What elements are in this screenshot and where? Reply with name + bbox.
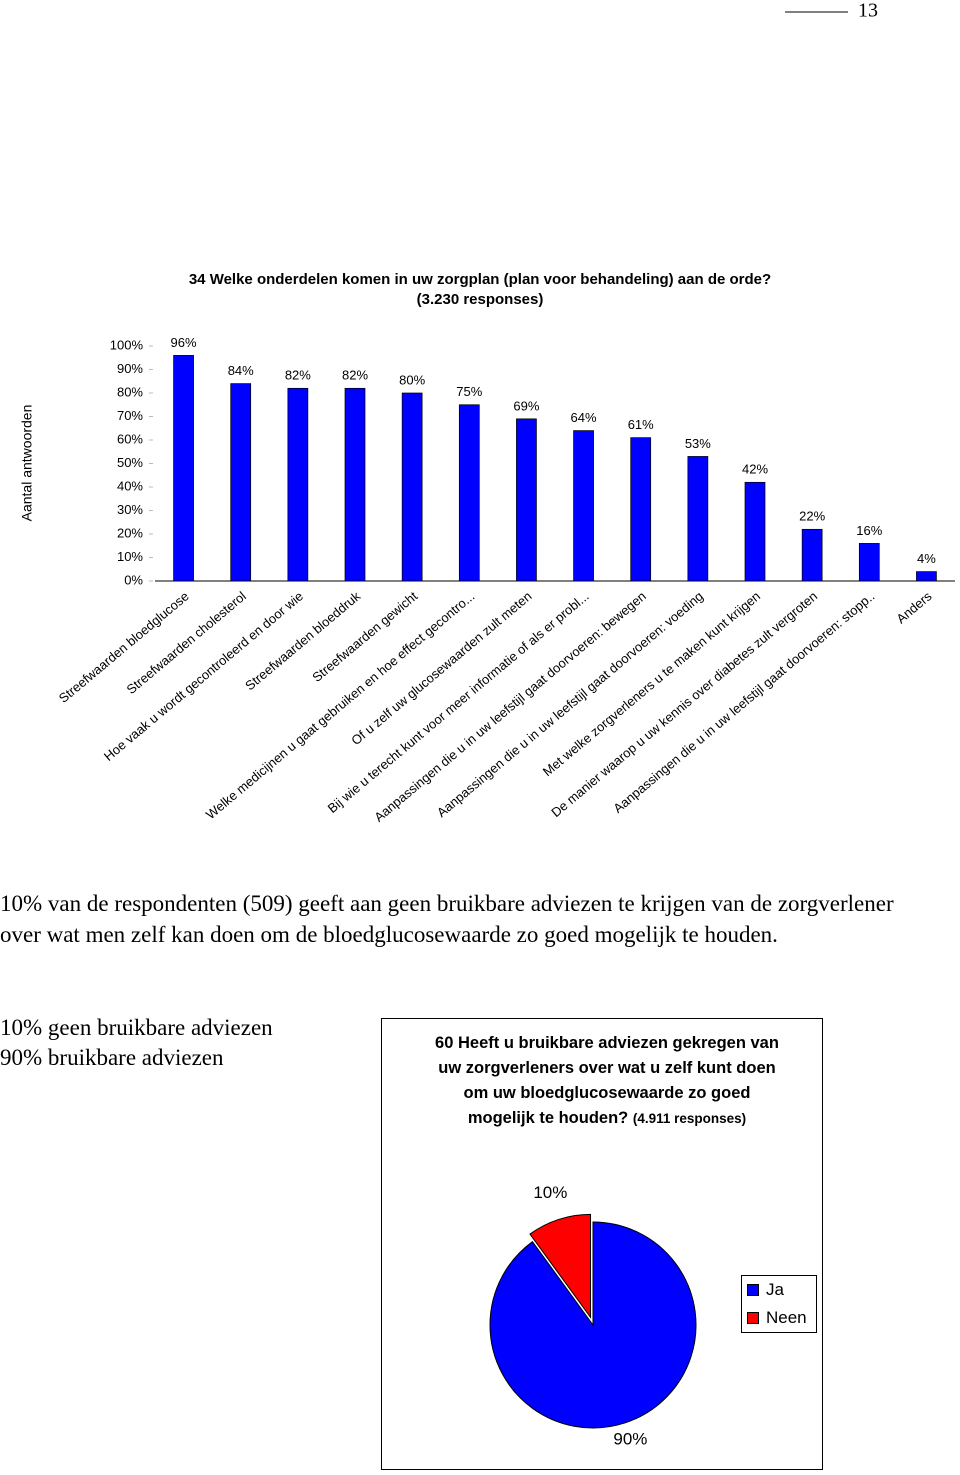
y-tick-label: 80% [117, 384, 143, 399]
legend: Ja Neen [741, 1275, 817, 1333]
y-tick-label: 50% [117, 455, 143, 470]
bar [516, 418, 537, 582]
value-label: 53% [685, 436, 711, 451]
bar [458, 404, 480, 582]
bar [801, 528, 823, 582]
pie-title-text: 60 Heeft u bruikbare adviezen gekregen v… [435, 1034, 779, 1127]
value-label: 4% [917, 551, 936, 566]
x-tick-label: Aanpassingen die u in uw leefstijl gaat … [371, 588, 649, 824]
legend-label: Neen [766, 1308, 807, 1327]
value-label: 16% [856, 523, 882, 538]
chart-title: 34 Welke onderdelen komen in uw zorgplan… [189, 271, 771, 288]
value-label: 61% [628, 417, 654, 432]
x-tick-label: Aanpassingen die u in uw leefstijl gaat … [610, 588, 877, 816]
x-tick-label: De manier waarop u uw kennis over diabet… [548, 588, 820, 820]
chart-subtitle: (3.230 responses) [417, 291, 544, 308]
x-tick-label: Welke medicijnen u gaat gebruiken en hoe… [203, 588, 477, 822]
bar [573, 430, 594, 582]
x-tick-label: Met welke zorgverleners u te maken kunt … [540, 588, 763, 779]
value-label: 64% [571, 410, 597, 425]
bar [630, 437, 652, 582]
y-tick-label: 60% [117, 431, 143, 446]
legend-swatch [747, 1284, 759, 1296]
x-tick-label: Streefwaarden gewicht [309, 588, 420, 685]
value-label: 82% [342, 368, 368, 383]
summary: 10% geen bruikbare adviezen 90% bruikbar… [0, 1013, 273, 1073]
y-tick-label: 70% [117, 408, 143, 423]
legend-item: Ja [742, 1276, 816, 1304]
legend-swatch [747, 1312, 759, 1324]
legend-label: Ja [766, 1280, 784, 1299]
x-tick-label: Streefwaarden bloeddruk [242, 588, 363, 693]
bar [173, 355, 194, 582]
y-tick-label: 40% [117, 478, 143, 493]
y-tick-label: 30% [117, 502, 143, 517]
value-label: 90% [613, 1430, 647, 1449]
pie-subtitle: (4.911 responses) [632, 1111, 747, 1126]
legend-item: Neen [742, 1304, 816, 1332]
pie-title: 60 Heeft u bruikbare adviezen gekregen v… [432, 1031, 782, 1131]
y-tick-label: 20% [117, 525, 143, 540]
summary-line: 10% geen bruikbare adviezen [0, 1015, 273, 1040]
y-tick-label: 0% [124, 572, 143, 587]
y-tick-label: 90% [117, 361, 143, 376]
summary-line: 90% bruikbare adviezen [0, 1045, 224, 1070]
pie-slice [529, 1213, 592, 1319]
value-label: 42% [742, 462, 768, 477]
pie-chart-frame: 60 Heeft u bruikbare adviezen gekregen v… [381, 1018, 823, 1470]
bar [230, 383, 252, 582]
bar [744, 481, 766, 582]
bar [287, 387, 309, 582]
value-label: 75% [456, 384, 482, 399]
page-number: 13 [858, 0, 878, 22]
x-tick-label: Aanpassingen die u in uw leefstijl gaat … [434, 588, 706, 820]
value-label: 22% [799, 509, 825, 524]
value-label: 96% [171, 335, 197, 350]
y-tick-label: 10% [117, 549, 143, 564]
y-axis-label: Aantal antwoorden [19, 405, 35, 522]
pie-slice [489, 1221, 697, 1429]
bar [344, 387, 366, 582]
bar [858, 543, 880, 582]
bar [401, 392, 423, 582]
paragraph: 10% van de respondenten (509) geeft aan … [0, 891, 894, 947]
x-tick-label: Hoe vaak u wordt gecontroleerd en door w… [101, 588, 306, 763]
bar [687, 456, 709, 582]
bar [916, 571, 937, 582]
value-label: 84% [228, 363, 254, 378]
value-label: 80% [399, 372, 425, 387]
y-tick-label: 100% [110, 337, 144, 352]
value-label: 10% [533, 1183, 567, 1202]
value-label: 82% [285, 368, 311, 383]
value-label: 69% [513, 398, 539, 413]
x-tick-label: Bij wie u terecht kunt voor meer informa… [325, 588, 592, 815]
x-tick-label: Anders [893, 588, 935, 626]
